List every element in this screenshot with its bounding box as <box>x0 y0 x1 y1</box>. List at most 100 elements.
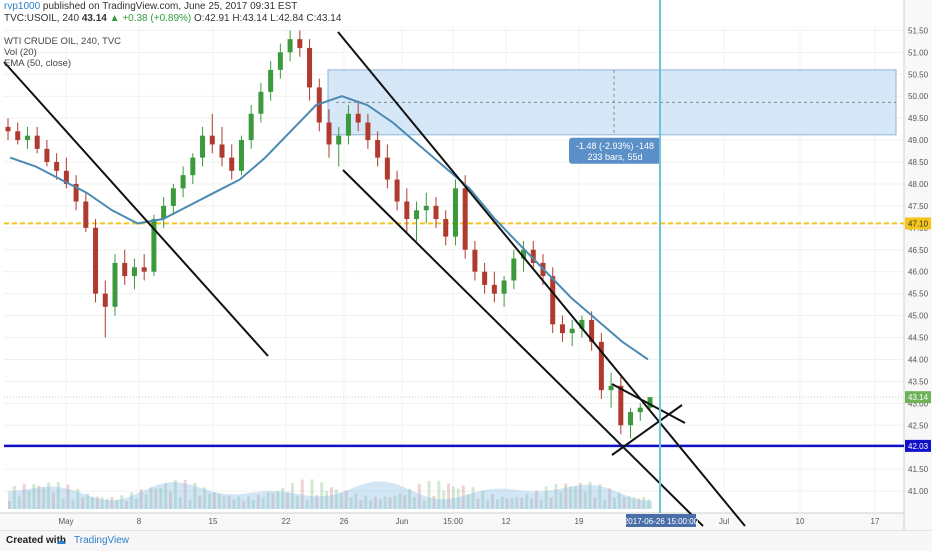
footer-brand[interactable]: TradingView <box>74 535 130 546</box>
x-tick-label: 26 <box>340 517 349 526</box>
volume-bar <box>466 494 470 509</box>
volume-bar <box>388 497 392 509</box>
author-link[interactable]: rvp1000 <box>4 1 41 12</box>
volume-bar <box>276 491 280 509</box>
volume-bar <box>237 496 241 509</box>
y-tick-label: 47.50 <box>908 202 929 211</box>
volume-bar <box>164 483 168 509</box>
volume-ma-area <box>8 481 652 509</box>
candle-body <box>345 113 351 136</box>
y-tick-label: 45.00 <box>908 312 929 321</box>
volume-bar <box>251 500 255 509</box>
volume-bar <box>173 480 177 509</box>
volume-bar <box>125 500 129 509</box>
change-up-icon: ▲ <box>109 13 120 24</box>
x-tick-label: 19 <box>575 517 584 526</box>
volume-bar <box>486 500 490 509</box>
volume-bar <box>27 491 31 509</box>
volume-bar <box>295 496 299 509</box>
candle-body <box>579 319 585 329</box>
candle-body <box>258 91 264 114</box>
volume-bar <box>408 488 412 509</box>
volume-bar <box>583 491 587 509</box>
volume-bar <box>525 494 529 509</box>
candle-body <box>5 126 11 132</box>
volume-bar <box>412 496 416 509</box>
volume-bar <box>539 500 543 509</box>
candle-body <box>326 122 332 145</box>
volume-bar <box>339 492 343 509</box>
x-tick-label: 15:00 <box>443 517 464 526</box>
candle-body <box>550 276 556 325</box>
volume-bar <box>647 499 651 509</box>
volume-bar <box>227 495 231 509</box>
candle-body <box>608 385 614 391</box>
trend-line <box>342 169 704 527</box>
candle-body <box>131 267 137 277</box>
candle-body <box>598 341 604 391</box>
candle-body <box>102 293 108 307</box>
volume-bar <box>505 498 509 509</box>
symbol-line: TVC:USOIL, 240 <box>4 13 80 24</box>
price-level-label: 42.03 <box>908 442 929 451</box>
candle-body <box>433 205 439 220</box>
volume-bar <box>61 498 65 509</box>
legend-ema[interactable]: EMA (50, close) <box>4 58 72 69</box>
volume-bar <box>169 491 172 509</box>
candle-body <box>268 69 274 92</box>
volume-bar <box>51 492 55 509</box>
volume-bar <box>100 497 104 509</box>
volume-bar <box>500 496 504 509</box>
candle-body <box>248 113 254 141</box>
last-price: 43.14 <box>81 13 107 24</box>
volume-bar <box>95 496 99 509</box>
footer: Created with ☁ TradingView <box>0 530 932 551</box>
candle-body <box>365 122 371 141</box>
volume-bar <box>354 493 358 509</box>
volume-bar <box>198 495 202 509</box>
volume-bar <box>603 500 607 509</box>
measure-label-line1: -1.48 (-2.93%) -148 <box>576 141 654 151</box>
candle-body <box>297 39 303 48</box>
volume-bar <box>369 500 373 509</box>
price-level-label: 47.10 <box>908 219 929 228</box>
volume-bar <box>398 493 402 509</box>
volume-bar <box>588 481 592 509</box>
volume-bar <box>217 494 221 509</box>
legend-volume[interactable]: Vol (20) <box>4 47 37 58</box>
candle-body <box>122 262 128 277</box>
trend-line <box>611 404 683 456</box>
trend-line <box>611 383 686 424</box>
volume-bar <box>203 487 207 509</box>
volume-bar <box>364 495 368 509</box>
candle-body <box>628 412 634 426</box>
candle-body <box>219 144 225 158</box>
volume-bar <box>510 497 514 509</box>
volume-bar <box>310 479 314 509</box>
candle-body <box>355 113 361 123</box>
volume-bar <box>515 497 519 509</box>
candle-body <box>384 157 390 180</box>
volume-bar <box>42 487 46 509</box>
x-tick-label: May <box>58 517 73 526</box>
volume-bar <box>56 482 60 509</box>
candle-body <box>44 148 50 163</box>
volume-bar <box>183 479 187 509</box>
volume-bar <box>129 492 133 509</box>
volume-bar <box>139 489 143 509</box>
candle-body <box>637 407 643 413</box>
volume-bar <box>393 495 397 509</box>
volume-bar <box>432 495 436 509</box>
x-tick-label: Jun <box>396 517 409 526</box>
y-tick-label: 44.50 <box>908 334 929 343</box>
price-level-label: 43.14 <box>908 393 929 402</box>
candle-body <box>54 162 60 171</box>
trend-line <box>3 61 269 357</box>
y-tick-label: 43.50 <box>908 377 929 386</box>
publish-header: rvp1000 published on TradingView.com, Ju… <box>4 1 297 12</box>
volume-bar <box>134 498 138 509</box>
volume-bar <box>159 488 163 509</box>
legend-title[interactable]: WTI CRUDE OIL, 240, TVC <box>4 36 122 47</box>
candle-body <box>559 324 565 334</box>
volume-bar <box>578 482 582 509</box>
